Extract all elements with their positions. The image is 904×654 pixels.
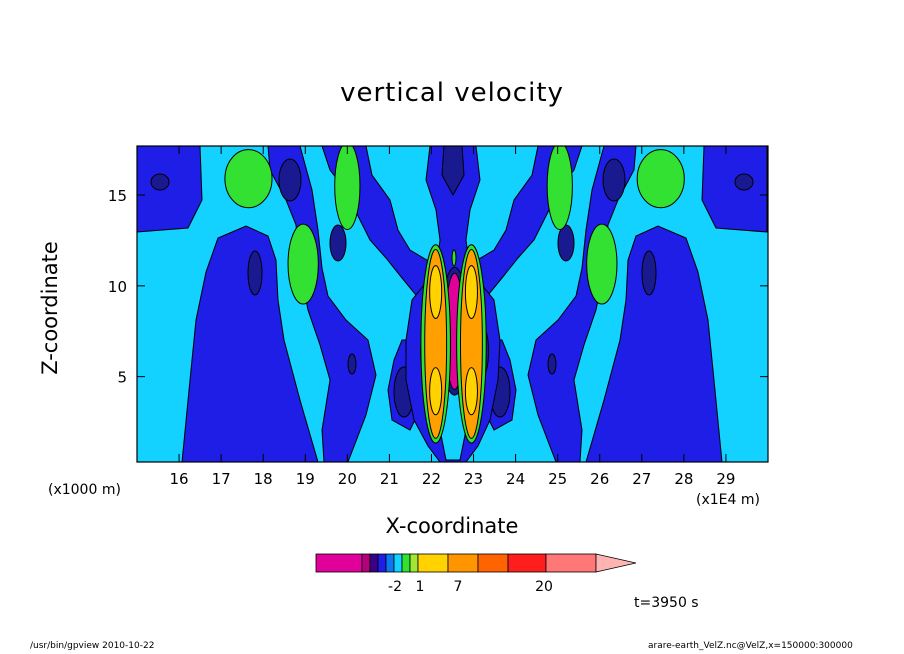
x-tick-label: 19 — [296, 470, 315, 488]
contour-cell-bottom — [464, 367, 478, 416]
y-axis-label: Z-coordinate — [38, 241, 62, 375]
contour-region — [137, 146, 203, 233]
x-tick-label: 25 — [548, 470, 567, 488]
x-tick-label: 24 — [506, 470, 525, 488]
contour-blob-mirror — [547, 353, 557, 375]
colorbar-label: 20 — [535, 579, 553, 595]
colorbar: -2 1 7 20 — [315, 553, 637, 595]
colorbar-segment — [315, 553, 363, 573]
x-tick-label: 23 — [464, 470, 483, 488]
colorbar-segment — [477, 553, 509, 573]
colorbar-segment — [447, 553, 479, 573]
x-tick-label: 16 — [170, 470, 189, 488]
footer-command: /usr/bin/gpview 2010-10-22 — [30, 641, 155, 651]
contour-blob-mirror — [734, 173, 754, 191]
colorbar-segment — [377, 553, 387, 573]
colorbar-segment — [401, 553, 411, 573]
x-axis: 16 17 18 19 20 21 22 23 24 25 26 27 28 29 — [170, 146, 735, 488]
x-tick-label: 20 — [338, 470, 357, 488]
contour-blob — [150, 173, 170, 191]
colorbar-label: 7 — [454, 579, 463, 595]
colorbar-arrow — [595, 553, 637, 573]
contour-blob-mirror — [602, 158, 626, 202]
x-tick-label: 29 — [716, 470, 735, 488]
colorbar-segment — [393, 553, 403, 573]
contour-blob — [247, 250, 263, 296]
footer-source: arare-earth_VelZ.nc@VelZ,x=150000:300000 — [648, 641, 853, 651]
y-tick-label: 5 — [117, 369, 127, 387]
contour-blob — [278, 158, 302, 202]
left-half-structures — [137, 146, 437, 462]
contour-region-mirror — [585, 225, 723, 462]
contour-cell — [224, 149, 273, 209]
contour-blob — [329, 224, 347, 262]
x-tick-label: 22 — [422, 470, 441, 488]
x-tick-label: 26 — [590, 470, 609, 488]
chart-title: vertical velocity — [340, 78, 564, 108]
x-tick-label: 28 — [674, 470, 693, 488]
contour-blob-mirror — [557, 224, 575, 262]
colorbar-segment — [409, 553, 419, 573]
contour-cell — [586, 223, 618, 305]
x-scale-label-right: (x1E4 m) — [696, 492, 760, 508]
colorbar-segment — [361, 553, 371, 573]
contour-cell — [334, 146, 361, 231]
contour-blob-mirror — [641, 250, 657, 296]
y-tick-label: 10 — [108, 278, 127, 296]
contour-cell-bottom — [429, 367, 443, 416]
time-label: t=3950 s — [634, 595, 699, 611]
contour-region — [441, 146, 465, 197]
contour-cell — [546, 146, 573, 231]
colorbar-segment — [369, 553, 379, 573]
y-axis: 5 10 15 — [108, 187, 768, 387]
contour-cell — [287, 223, 319, 305]
contour-cell — [636, 149, 685, 209]
x-axis-label: X-coordinate — [385, 514, 519, 538]
colorbar-label: 1 — [416, 579, 425, 595]
colorbar-label: -2 — [388, 579, 402, 595]
contour-blob — [451, 249, 457, 267]
colorbar-segment — [385, 553, 395, 573]
contour-blob — [347, 353, 357, 375]
x-scale-label: (x1000 m) — [48, 482, 121, 498]
contour-cell-top — [464, 265, 478, 319]
plot-frame — [136, 145, 769, 463]
x-tick-label: 27 — [632, 470, 651, 488]
contour-region-mirror — [701, 146, 768, 233]
x-tick-label: 18 — [254, 470, 273, 488]
colorbar-segment — [507, 553, 547, 573]
contour-region — [181, 225, 319, 462]
y-tick-label: 15 — [108, 187, 127, 205]
x-tick-label: 17 — [212, 470, 231, 488]
contour-cell-top — [429, 265, 443, 319]
feature-layer — [224, 146, 685, 444]
x-tick-label: 21 — [380, 470, 399, 488]
colorbar-segment — [545, 553, 597, 573]
colorbar-segment — [417, 553, 449, 573]
